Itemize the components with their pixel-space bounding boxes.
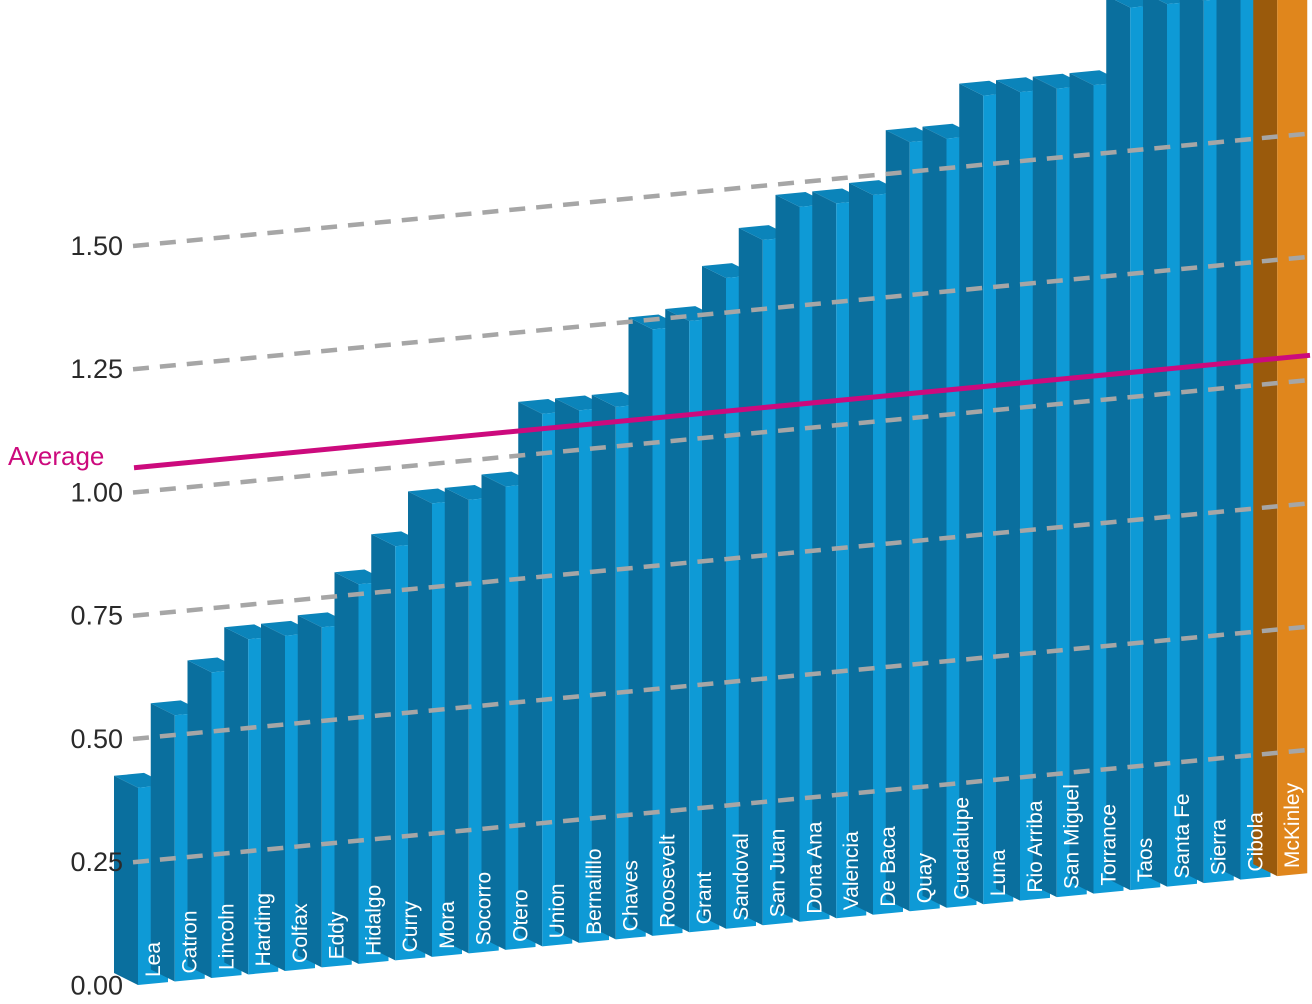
bar-labels-layer: Lea Catron Lincoln Harding Colfax Eddy Hidalgo… — [142, 782, 1304, 977]
average-label: Average — [8, 441, 104, 471]
bar-side — [224, 627, 249, 975]
bar-label: Valencia — [840, 831, 863, 910]
bar-label: Grant — [693, 872, 716, 925]
bar-side — [187, 660, 212, 978]
bar-label: Socorro — [473, 872, 496, 946]
bar-label: Guadalupe — [951, 797, 974, 900]
bar-label: McKinley — [1281, 782, 1304, 868]
bar-side — [334, 572, 359, 964]
y-tick-label: 1.25 — [70, 354, 123, 384]
bar-side — [408, 491, 432, 957]
bars-layer — [114, 0, 1308, 985]
gridline — [132, 131, 1311, 249]
bar-side — [849, 182, 873, 915]
bar-label: San Miguel — [1061, 784, 1084, 889]
bar-label: Colfax — [289, 903, 312, 963]
bar-side — [738, 228, 763, 926]
bar-label: Catron — [179, 910, 202, 973]
bar-side — [518, 401, 543, 947]
bar-side — [150, 703, 175, 982]
bar-label: Lincoln — [216, 903, 239, 970]
gridlines-layer — [132, 131, 1311, 865]
bar-side — [922, 126, 947, 908]
y-tick-label: 1.00 — [70, 477, 123, 507]
bar-front — [1277, 0, 1308, 877]
gridline — [132, 624, 1311, 742]
y-tick-label: 0.00 — [70, 970, 123, 1000]
bar-label: Otero — [510, 889, 533, 942]
bar-label: Rio Arriba — [1024, 800, 1047, 893]
bar-side — [261, 623, 285, 971]
average-line — [133, 352, 1311, 471]
bar-label: San Juan — [767, 829, 790, 918]
bar-label: Taos — [1134, 838, 1157, 882]
bar-label: Eddy — [326, 911, 349, 959]
bar-label: Torrance — [1098, 804, 1121, 886]
y-tick-label: 0.50 — [70, 724, 123, 754]
bar-label: Hidalgo — [363, 885, 386, 956]
bar-label: Lea — [142, 942, 165, 977]
bar-side — [114, 775, 138, 985]
bar-side — [775, 194, 800, 922]
bar-label: Harding — [252, 893, 275, 967]
bar-top — [1202, 0, 1211, 1]
bar-side — [812, 191, 837, 919]
bar-side — [665, 308, 690, 933]
bar-side — [1179, 0, 1204, 884]
bar-label: Sandoval — [730, 833, 753, 921]
bar-side — [297, 615, 322, 968]
bar-label: Quay — [914, 853, 937, 904]
y-tick-label: 0.25 — [70, 847, 123, 877]
bar-label: Luna — [987, 849, 1010, 896]
bar-side — [371, 534, 396, 961]
bar-side — [628, 317, 653, 936]
bar-side — [702, 266, 726, 929]
bar-side — [885, 130, 910, 912]
bar-side — [1253, 0, 1278, 877]
bar-side — [555, 398, 579, 943]
bar-side — [591, 394, 616, 940]
gridline — [132, 254, 1311, 372]
bar-label: Cibola — [1245, 812, 1268, 872]
bar-label: De Baca — [877, 826, 900, 907]
bar-mckinley — [1253, 0, 1308, 877]
gridline — [132, 747, 1311, 865]
bar-side — [1143, 0, 1167, 887]
gridline — [132, 377, 1311, 495]
bar-label: Chaves — [620, 860, 643, 931]
bar-label: Union — [546, 883, 569, 938]
bar-label: Sierra — [1208, 819, 1231, 875]
bar-side — [481, 474, 506, 950]
bar-side — [1216, 0, 1241, 880]
bar-label: Roosevelt — [657, 834, 680, 928]
bar-label: Dona Ana — [804, 821, 827, 914]
gridline — [132, 500, 1311, 618]
bar-label: Mora — [436, 901, 459, 949]
y-axis-ticks: 0.00 0.25 0.50 0.75 1.00 1.25 1.50 — [70, 231, 123, 1001]
average-layer: Average — [8, 352, 1311, 471]
bar-label: Bernalillo — [583, 848, 606, 934]
y-tick-label: 0.75 — [70, 601, 123, 631]
bar-label: Santa Fe — [1171, 793, 1194, 878]
y-tick-label: 1.50 — [70, 231, 123, 261]
bar-side — [1106, 0, 1131, 891]
bar-side — [444, 487, 469, 954]
bar-label: Curry — [399, 901, 422, 953]
